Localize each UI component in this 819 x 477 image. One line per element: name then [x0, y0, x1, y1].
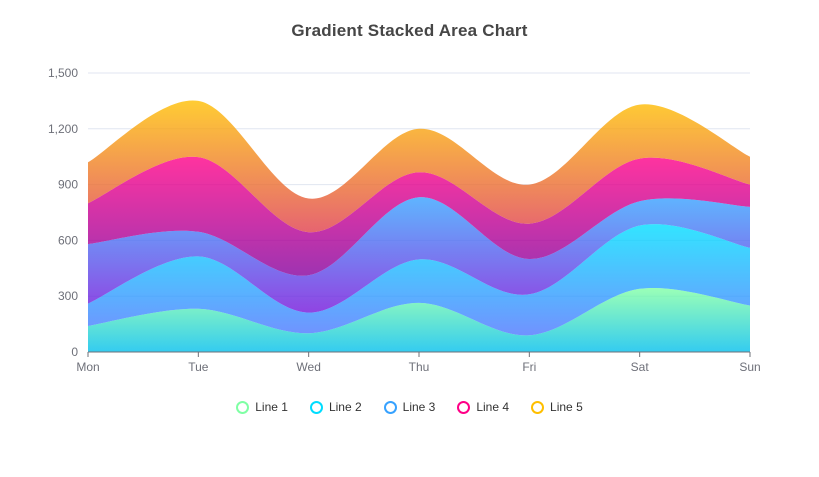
legend-ring-icon — [383, 400, 397, 414]
legend-item-line-2[interactable]: Line 2 — [309, 400, 362, 414]
area-series-5 — [88, 100, 750, 233]
area-series-2 — [88, 224, 750, 336]
y-axis-tick-label: 600 — [58, 233, 78, 247]
x-axis-tick-label: Sun — [739, 360, 760, 374]
legend: Line 1 Line 2 Line 3 Line 4 Line 5 — [0, 400, 819, 414]
x-axis-tick-label: Wed — [296, 360, 320, 374]
legend-item-label: Line 2 — [328, 400, 362, 414]
legend-item-line-3[interactable]: Line 3 — [383, 400, 436, 414]
legend-item-line-5[interactable]: Line 5 — [531, 400, 583, 414]
legend-item-label: Line 4 — [476, 400, 510, 414]
chart-title: Gradient Stacked Area Chart — [291, 21, 528, 40]
legend-ring-icon — [531, 400, 545, 414]
legend-item-label: Line 1 — [255, 400, 288, 414]
x-axis-tick-label: Mon — [76, 360, 99, 374]
x-axis-tick-label: Tue — [188, 360, 209, 374]
legend-item-line-1[interactable]: Line 1 — [236, 400, 288, 414]
y-axis-tick-label: 1,200 — [48, 122, 78, 136]
area-series-1 — [88, 287, 750, 352]
x-axis-tick-label: Sat — [631, 360, 650, 374]
y-axis-tick-label: 300 — [58, 289, 78, 303]
x-axis-tick-label: Thu — [409, 360, 430, 374]
y-axis-tick-label: 0 — [71, 345, 78, 359]
x-axis-tick-label: Fri — [522, 360, 536, 374]
area-series-3 — [88, 197, 750, 313]
legend-item-label: Line 3 — [402, 400, 436, 414]
y-axis-tick-label: 1,500 — [48, 66, 78, 80]
legend-ring-icon — [457, 400, 471, 414]
legend-item-label: Line 5 — [550, 400, 583, 414]
legend-item-line-4[interactable]: Line 4 — [457, 400, 509, 414]
legend-ring-icon — [309, 400, 323, 414]
y-axis-tick-label: 900 — [58, 178, 78, 192]
area-series-4 — [88, 156, 750, 276]
legend-ring-icon — [236, 400, 250, 414]
